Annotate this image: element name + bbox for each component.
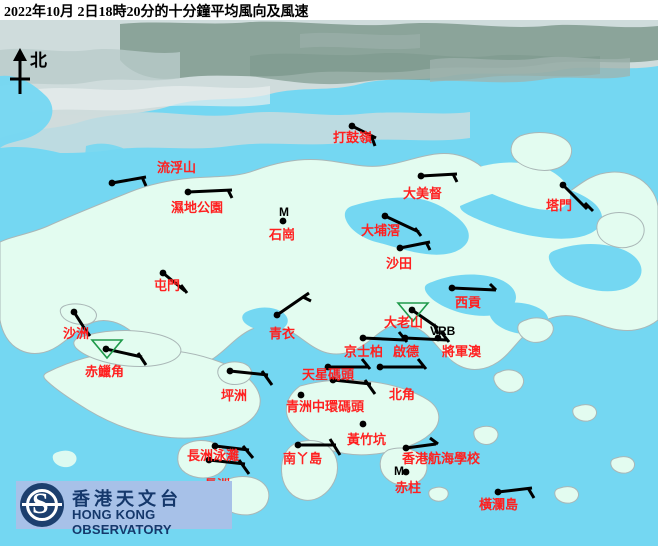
station-label: 濕地公園 [171,200,224,215]
station-label: 大埔滘 [361,223,401,238]
eastern-inlet [548,244,642,292]
variable-wind-marker: VRB [430,324,456,338]
station-label: 香港航海學校 [402,451,481,466]
wind-barbs [72,124,595,499]
station-label: 沙洲 [63,326,90,341]
hong-kong-island [285,379,440,456]
port-shelter [424,274,516,316]
station-label: 大美督 [403,186,443,201]
emblem-letter: S [32,487,49,520]
station-label: 橫瀾島 [479,497,519,512]
plover-cove [468,162,571,210]
stanley-peninsula [379,447,428,486]
station-label: 沙田 [386,256,413,271]
station-label: 青洲 [286,399,313,414]
deep-bay-water [0,75,53,148]
station-label: 長洲泳灘 [187,448,240,463]
title-bar: 2022年10月 2日18時20分的十分鐘平均風向及風速 [0,0,658,20]
station-label: 石崗 [269,227,296,242]
station-dots [70,122,567,496]
north-arrow-icon [10,48,30,94]
station-label: 青衣 [269,326,296,341]
outlying-islands [428,132,645,504]
green-triangle-markers [90,302,430,360]
page-title: 2022年10月 2日18時20分的十分鐘平均風向及風速 [4,5,309,20]
station-label: 將軍澳 [442,344,482,359]
station-label: 中環碼頭 [312,399,365,414]
hko-logo: S 香港天文台 HONG KONG OBSERVATORY [16,481,232,537]
station-label: 流浮山 [157,160,197,175]
station-label: 屯門 [154,278,181,293]
sha-chau-island [59,303,97,325]
station-label: 西貢 [455,295,482,310]
station-label: 赤柱 [395,480,422,495]
calm-marker: M [394,464,404,478]
north-label: 北 [30,51,47,70]
station-label: 大老山 [384,315,424,330]
station-label: 京士柏 [344,344,384,359]
station-label: 打鼓嶺 [333,130,373,145]
calm-marker: M [279,205,289,219]
station-label: 坪洲 [221,388,248,403]
map-graphics [0,20,658,546]
station-label: 赤鱲角 [85,364,125,379]
station-label: 啟德 [393,344,420,359]
north-arrow: 北 [6,46,66,96]
station-label: 天星碼頭 [302,367,355,382]
station-label: 黃竹坑 [347,432,387,447]
station-label: 南丫島 [283,451,323,466]
emblem-bar [22,503,62,506]
peng-chau-island [217,361,253,385]
map-canvas: 北 打鼓嶺流浮山濕地公園石崗 M 大美督塔門大埔滘沙田屯門西貢大老山沙洲赤鱲角 青衣京… [0,20,658,546]
hko-logo-zh: 香港天文台 [72,489,182,509]
hko-emblem-icon: S [20,483,64,527]
kowloon-bay [394,347,452,371]
hko-logo-en: HONG KONG OBSERVATORY [72,507,172,537]
cheung-chau-island [177,440,228,479]
station-label: 塔門 [546,198,573,213]
station-label: 北角 [389,387,416,402]
